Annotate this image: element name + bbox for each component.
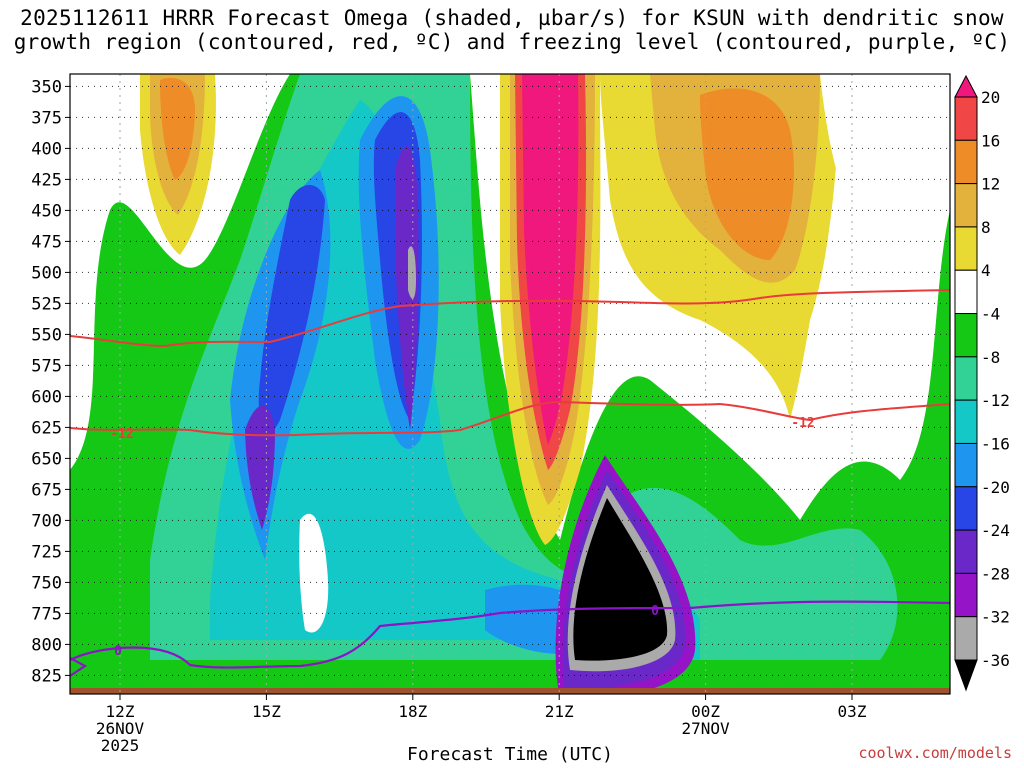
omega-shading — [70, 74, 950, 694]
y-tick-label: 550 — [31, 325, 62, 345]
y-tick-label: 650 — [31, 449, 62, 469]
y-tick-label: 775 — [31, 604, 62, 624]
colorbar-label: -16 — [981, 434, 1010, 453]
colorbar-swatch — [954, 139, 978, 185]
colorbar-label: -8 — [981, 348, 1000, 367]
x-tick-label: 00Z — [691, 702, 720, 721]
colorbar-label: -24 — [981, 521, 1010, 540]
omega-region — [160, 77, 195, 180]
freezing-level-contour-left — [70, 657, 88, 677]
colorbar-label: -20 — [981, 478, 1010, 497]
y-axis: 350 375 400 425 450 475 500 525 550 575 600 625 650 6… — [31, 77, 70, 686]
omega-region — [299, 513, 329, 633]
x-tick-label: 18Z — [398, 702, 427, 721]
x-tick-label: 12Z — [106, 702, 135, 721]
credit-text: coolwx.com/models — [858, 744, 1012, 762]
omega-region — [395, 146, 419, 430]
colorbar-label: -4 — [981, 305, 1000, 324]
y-tick-label: 825 — [31, 666, 62, 686]
x-tick-label: 03Z — [838, 702, 867, 721]
omega-region — [573, 498, 668, 661]
colorbar-label: 8 — [981, 218, 991, 237]
colorbar-label: -28 — [981, 564, 1010, 583]
x-axis-title: Forecast Time (UTC) — [407, 744, 613, 765]
omega-region — [522, 74, 579, 445]
plot-frame — [69, 73, 951, 695]
y-tick-label: 425 — [31, 170, 62, 190]
y-tick-label: 625 — [31, 418, 62, 438]
colorbar-swatch — [954, 399, 978, 444]
x-tick-sublabel: 27NOV — [682, 719, 731, 738]
y-tick-label: 375 — [31, 108, 62, 128]
y-tick-label: 450 — [31, 201, 62, 221]
y-tick-label: 750 — [31, 573, 62, 593]
dendritic-label-left: -12 — [110, 427, 133, 442]
colorbar-label: -12 — [981, 391, 1010, 410]
y-tick-label: 350 — [31, 77, 62, 97]
y-tick-label: 400 — [31, 139, 62, 159]
colorbar-label: -36 — [981, 651, 1010, 670]
y-tick-label: 800 — [31, 635, 62, 655]
colorbar-label: -32 — [981, 608, 1010, 627]
y-tick-label: 500 — [31, 263, 62, 283]
colorbar-label: 12 — [981, 175, 1000, 194]
y-tick-label: 700 — [31, 511, 62, 531]
colorbar-swatch — [954, 486, 978, 531]
colorbar-swatch — [954, 313, 978, 358]
y-tick-label: 525 — [31, 294, 62, 314]
colorbar-swatch — [954, 226, 978, 271]
colorbar-bottom-arrow — [954, 659, 978, 692]
omega-region — [70, 74, 114, 210]
colorbar-swatch — [954, 616, 978, 661]
omega-region — [258, 185, 325, 433]
colorbar-swatch — [954, 572, 978, 618]
colorbar-swatch — [954, 96, 978, 141]
x-tick-sublabel: 2025 — [101, 736, 140, 755]
freezing-label-right: 0 — [651, 604, 659, 619]
x-tick-sublabel: 26NOV — [96, 719, 145, 738]
omega-region — [700, 88, 794, 260]
colorbar-swatch — [954, 269, 978, 315]
chart-title-line-1: 2025112611 HRRR Forecast Omega (shaded, … — [20, 6, 1004, 30]
colorbar-label: 4 — [981, 261, 991, 280]
freezing-level-contour — [70, 600, 950, 669]
colorbar-swatch — [954, 183, 978, 228]
y-tick-label: 675 — [31, 480, 62, 500]
omega-region — [245, 405, 275, 530]
y-tick-label: 475 — [31, 232, 62, 252]
terrain-band — [70, 688, 950, 694]
colorbar-swatch — [954, 442, 978, 488]
dendritic-contour-lower — [70, 400, 950, 437]
freezing-label-left: 0 — [114, 644, 122, 659]
colorbar-swatch — [954, 529, 978, 574]
colorbar-label: 20 — [981, 88, 1000, 107]
y-tick-label: 575 — [31, 356, 62, 376]
colorbar-top-arrow — [954, 74, 978, 98]
chart-title-line-2: growth region (contoured, red, ºC) and f… — [13, 30, 1011, 54]
grid-lines — [70, 74, 950, 694]
y-tick-label: 725 — [31, 542, 62, 562]
colorbar-label: 16 — [981, 131, 1000, 150]
x-tick-label: 21Z — [545, 702, 574, 721]
contour-lines: -12 -12 0 0 — [70, 289, 950, 677]
dendritic-contour-upper — [70, 289, 950, 348]
x-tick-label: 15Z — [252, 702, 281, 721]
colorbar-swatch — [954, 356, 978, 401]
dendritic-label-right: -12 — [791, 416, 814, 431]
colorbar: 20 16 12 8 4 -4 -8 -12 -16 -20 -24 -28 -32 -36 — [954, 74, 1010, 692]
y-tick-label: 600 — [31, 387, 62, 407]
